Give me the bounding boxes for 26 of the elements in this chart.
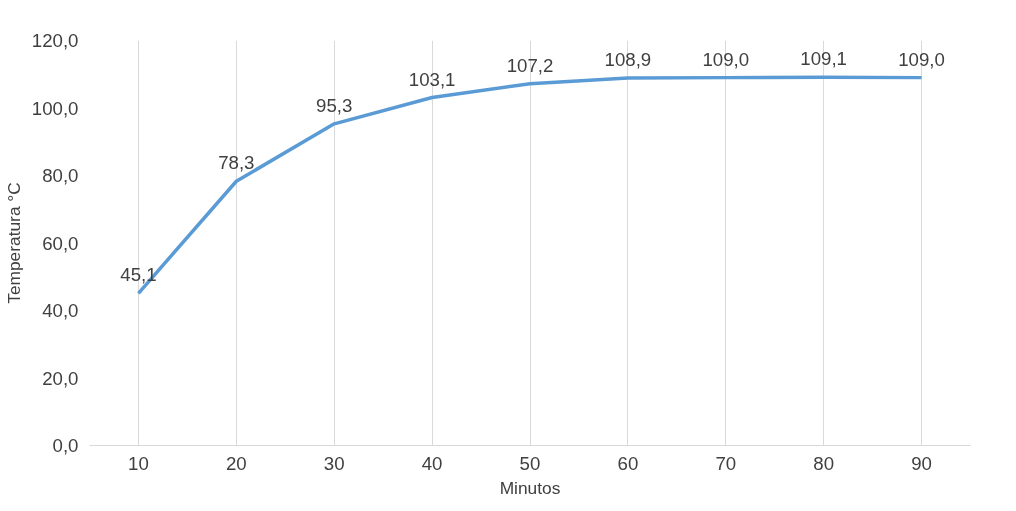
x-tick-label: 80	[813, 452, 835, 474]
y-tick-label: 80,0	[42, 165, 79, 186]
y-tick-label: 120,0	[31, 30, 79, 51]
data-label: 108,9	[604, 48, 652, 70]
y-axis-title: Temperatura °C	[3, 182, 24, 304]
x-tick-label: 40	[421, 452, 443, 474]
x-tick-label: 50	[519, 452, 541, 474]
y-tick-label: 100,0	[31, 97, 79, 119]
y-tick-label: 40,0	[42, 300, 79, 321]
data-label: 109,1	[800, 48, 848, 70]
x-axis-title: Minutos	[499, 477, 561, 498]
data-label: 109,0	[702, 48, 750, 70]
data-label: 95,3	[316, 94, 353, 116]
x-tick-label: 70	[715, 452, 737, 474]
data-label: 103,1	[408, 68, 456, 90]
data-label: 78,3	[218, 152, 255, 174]
y-tick-label: 20,0	[42, 367, 79, 389]
y-tick-label: 0,0	[52, 435, 79, 456]
data-label: 109,0	[898, 48, 945, 70]
x-tick-label: 90	[911, 452, 932, 474]
y-tick-label: 60,0	[42, 232, 79, 254]
data-label: 107,2	[506, 54, 554, 76]
x-tick-label: 60	[617, 452, 639, 474]
x-tick-label: 30	[323, 452, 345, 474]
x-tick-label: 20	[225, 452, 247, 474]
x-tick-label: 10	[128, 452, 149, 474]
